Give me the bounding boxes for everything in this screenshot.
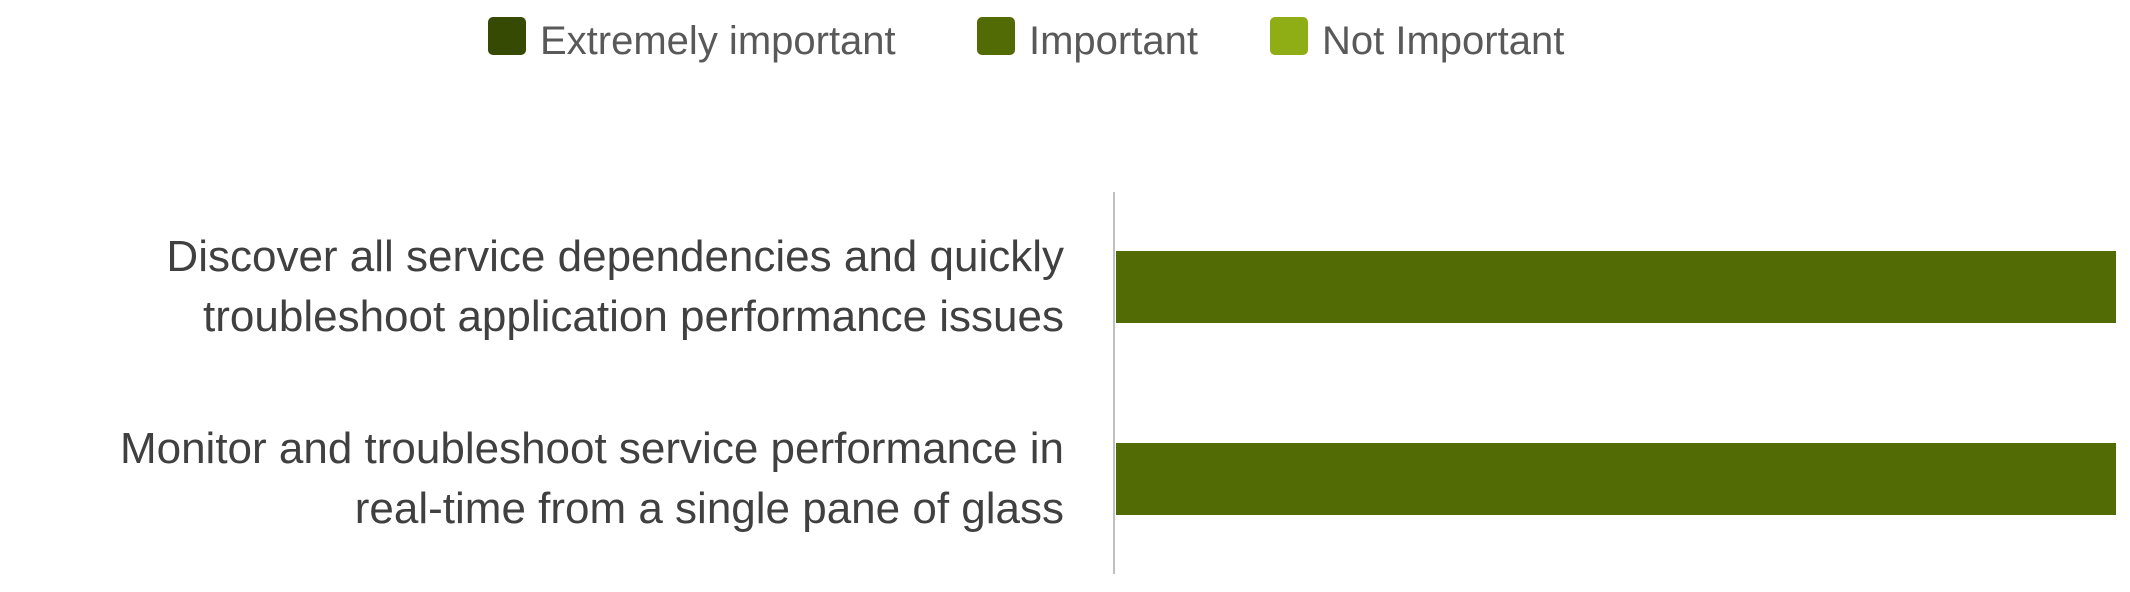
- legend-label: Important: [1029, 19, 1198, 63]
- category-label: Discover all service dependencies and qu…: [166, 232, 1064, 341]
- bars: [1116, 251, 2116, 515]
- legend-label: Not Important: [1322, 19, 1564, 63]
- bar-segment: [1116, 251, 2116, 323]
- legend-swatch: [977, 17, 1015, 55]
- category-labels: Discover all service dependencies and qu…: [120, 232, 1064, 533]
- legend-item: Not Important: [1270, 17, 1564, 63]
- legend: Extremely important Important Not Importan…: [488, 17, 1564, 63]
- bar-segment: [1116, 443, 2116, 515]
- legend-item: Extremely important: [488, 17, 896, 63]
- category-label: Monitor and troubleshoot service perform…: [120, 424, 1064, 533]
- legend-swatch: [488, 17, 526, 55]
- legend-label: Extremely important: [540, 19, 896, 63]
- legend-item: Important: [977, 17, 1198, 63]
- legend-swatch: [1270, 17, 1308, 55]
